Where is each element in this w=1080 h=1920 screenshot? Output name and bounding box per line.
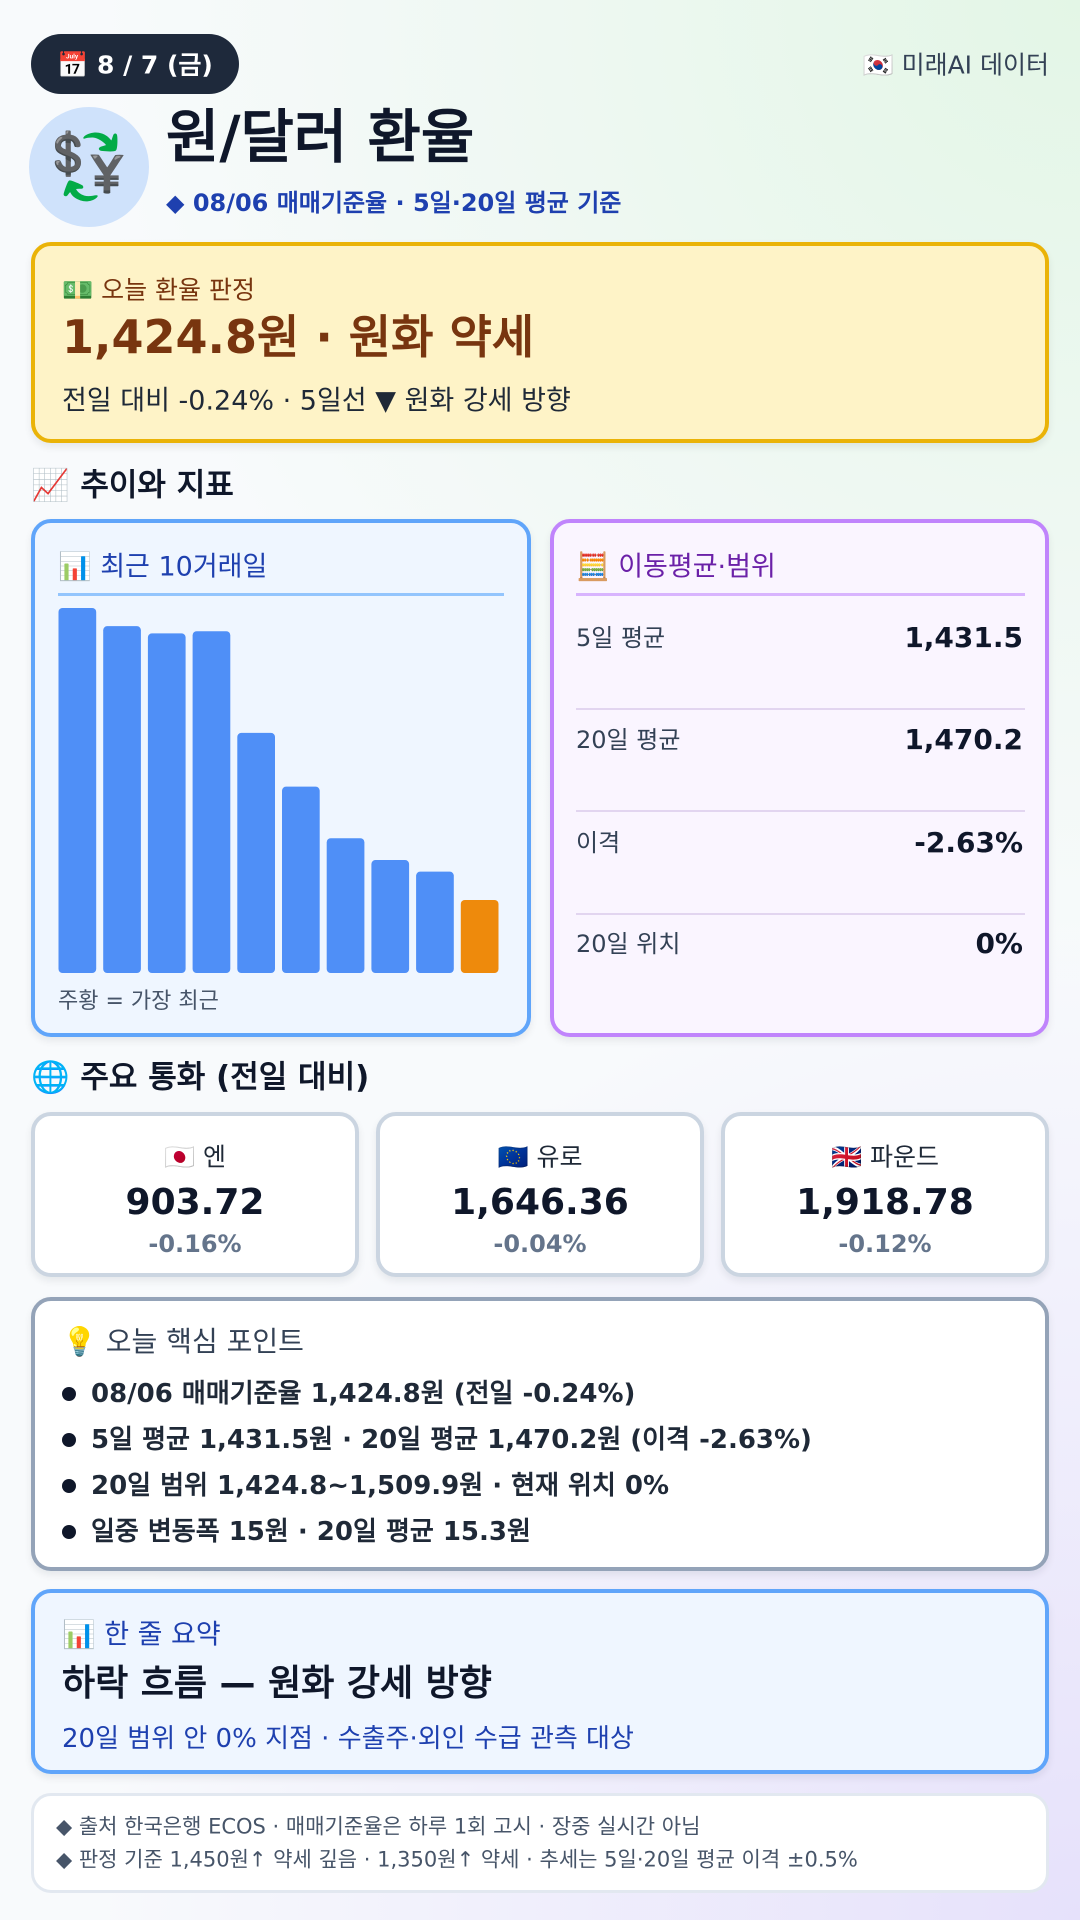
bullet	[62, 1479, 76, 1493]
recent-title: 📊 최근 10거래일	[58, 551, 268, 583]
verdict-headline: 1,424.8원 · 원화 약세	[62, 310, 535, 364]
row-separator	[576, 708, 1025, 710]
currency-rate: 903.72	[125, 1182, 265, 1223]
icon-circle	[29, 107, 149, 227]
currency-name: 🇬🇧 파운드	[830, 1142, 940, 1172]
divider	[58, 593, 504, 596]
point: 20일 범위 1,424.8~1,509.9원 · 현재 위치 0%	[91, 1471, 670, 1501]
currencies-title: 🌐 주요 통화 (전일 대비)	[31, 1059, 370, 1096]
currency-change: -0.16%	[148, 1230, 242, 1258]
bar	[371, 860, 410, 973]
bar	[460, 900, 499, 973]
currency-name: 🇪🇺 유로	[497, 1142, 583, 1172]
row-value: -2.63%	[914, 826, 1023, 859]
row-separator	[576, 810, 1025, 812]
row-label: 20일 위치	[576, 930, 681, 958]
verdict-card: 💵 오늘 환율 판정 1,424.8원 · 원화 약세 전일 대비 -0.24%…	[31, 242, 1049, 443]
row-value: 0%	[975, 927, 1023, 960]
bar	[147, 633, 186, 973]
row-separator	[576, 913, 1025, 915]
bar	[58, 608, 97, 973]
row-value: 1,470.2	[904, 723, 1023, 756]
subtitle: ◆ 08/06 매매기준율 · 5일·20일 평균 기준	[166, 189, 622, 217]
averages-title: 🧮 이동평균·범위	[576, 551, 776, 583]
section-title: 📈 추이와 지표	[31, 467, 234, 504]
row-label: 5일 평균	[576, 624, 666, 652]
bar	[416, 871, 454, 973]
brand: 🇰🇷 미래AI 데이터	[862, 50, 1050, 80]
row-value: 1,431.5	[904, 621, 1023, 654]
bar	[326, 838, 365, 973]
summary-card: 📊 한 줄 요약 하락 흐름 — 원화 강세 방향 20일 범위 안 0% 지점…	[31, 1589, 1049, 1774]
footer-note: ◆ 출처 한국은행 ECOS · 매매기준율은 하루 1회 고시 · 장중 실시…	[56, 1814, 701, 1839]
currency-card: 🇯🇵 엔 903.72 -0.16%	[31, 1112, 359, 1277]
verdict-detail: 전일 대비 -0.24% · 5일선 ▼ 원화 강세 방향	[62, 385, 571, 417]
currency-change: -0.04%	[493, 1230, 587, 1258]
bar	[192, 631, 231, 973]
summary-label: 📊 한 줄 요약	[62, 1619, 221, 1651]
date: 📅 8 / 7 (금)	[57, 50, 213, 80]
currency-card: 🇪🇺 유로 1,646.36 -0.04%	[376, 1112, 704, 1277]
footer-card: ◆ 출처 한국은행 ECOS · 매매기준율은 하루 1회 고시 · 장중 실시…	[31, 1793, 1049, 1893]
currency-rate: 1,646.36	[451, 1182, 629, 1223]
points-title: 💡 오늘 핵심 포인트	[62, 1325, 304, 1358]
averages-card: 🧮 이동평균·범위 5일 평균 1,431.5 20일 평균 1,470.2 이격 -2.…	[550, 519, 1049, 1037]
icon: 💱	[49, 130, 129, 204]
bullet	[62, 1525, 76, 1539]
bar	[282, 786, 320, 973]
summary-detail: 20일 범위 안 0% 지점 · 수출주·외인 수급 관측 대상	[62, 1724, 634, 1754]
date-pill	[31, 34, 239, 94]
point: 08/06 매매기준율 1,424.8원 (전일 -0.24%)	[91, 1379, 636, 1409]
points-card: 💡 오늘 핵심 포인트 08/06 매매기준율 1,424.8원 (전일 -0.…	[31, 1297, 1049, 1571]
currency-name: 🇯🇵 엔	[163, 1142, 227, 1172]
divider	[576, 593, 1025, 596]
row-label: 20일 평균	[576, 726, 681, 754]
verdict-label: 💵 오늘 환율 판정	[62, 275, 255, 305]
recent-card: 📊 최근 10거래일 주황 = 가장 최근	[31, 519, 531, 1037]
title: 원/달러 환율	[166, 103, 475, 171]
point: 5일 평균 1,431.5원 · 20일 평균 1,470.2원 (이격 -2.…	[91, 1425, 812, 1455]
currency-change: -0.12%	[838, 1230, 932, 1258]
currency-card: 🇬🇧 파운드 1,918.78 -0.12%	[721, 1112, 1049, 1277]
bar-chart	[58, 608, 499, 973]
point: 일중 변동폭 15원 · 20일 평균 15.3원	[91, 1517, 531, 1547]
row-label: 이격	[576, 829, 621, 857]
recent-note: 주황 = 가장 최근	[58, 989, 219, 1014]
footer-note: ◆ 판정 기준 1,450원↑ 약세 깊음 · 1,350원↑ 약세 · 추세는…	[56, 1847, 858, 1872]
bar	[237, 732, 275, 973]
currency-rate: 1,918.78	[796, 1182, 974, 1223]
summary-headline: 하락 흐름 — 원화 강세 방향	[62, 1663, 492, 1704]
bullet	[62, 1387, 76, 1401]
bar	[103, 626, 141, 973]
bullet	[62, 1433, 76, 1447]
